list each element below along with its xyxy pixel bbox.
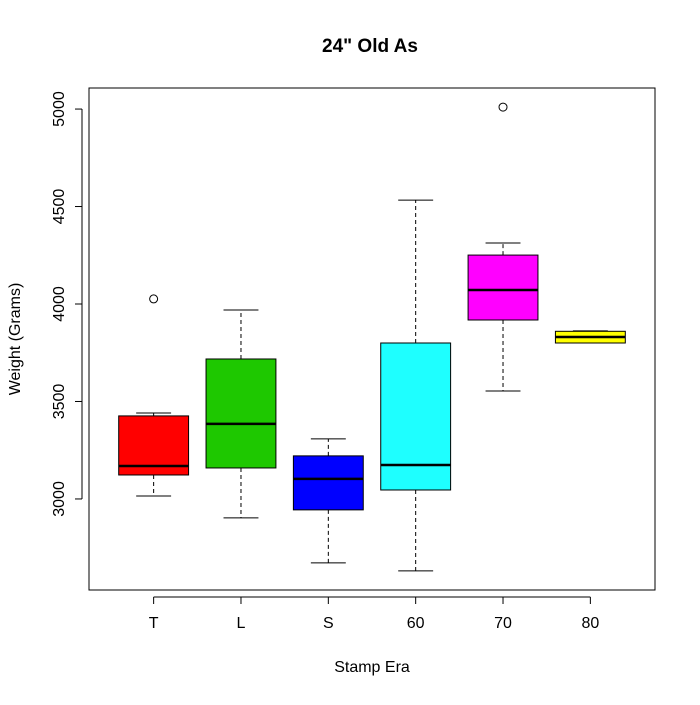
outlier <box>149 294 159 304</box>
outlier <box>498 102 508 112</box>
chart-title: 24" Old As <box>322 36 418 57</box>
box <box>205 358 277 469</box>
plot-frame <box>88 87 656 591</box>
y-tick-label: 5000 <box>51 91 68 127</box>
x-tick-label: 80 <box>581 615 599 632</box>
box <box>380 342 452 491</box>
y-tick-label: 3500 <box>51 384 68 420</box>
y-axis-label: Weight (Grams) <box>7 283 24 396</box>
x-tick-label: 60 <box>407 615 425 632</box>
x-axis-label: Stamp Era <box>334 659 410 676</box>
x-tick-label: 70 <box>494 615 512 632</box>
box <box>292 455 364 511</box>
y-tick-label: 3000 <box>51 481 68 517</box>
x-tick-label: S <box>323 615 334 632</box>
y-tick-label: 4500 <box>51 189 68 225</box>
x-tick-label: T <box>149 615 159 632</box>
x-tick-label: L <box>237 615 246 632</box>
box <box>467 254 539 321</box>
y-tick-label: 4000 <box>51 286 68 322</box>
